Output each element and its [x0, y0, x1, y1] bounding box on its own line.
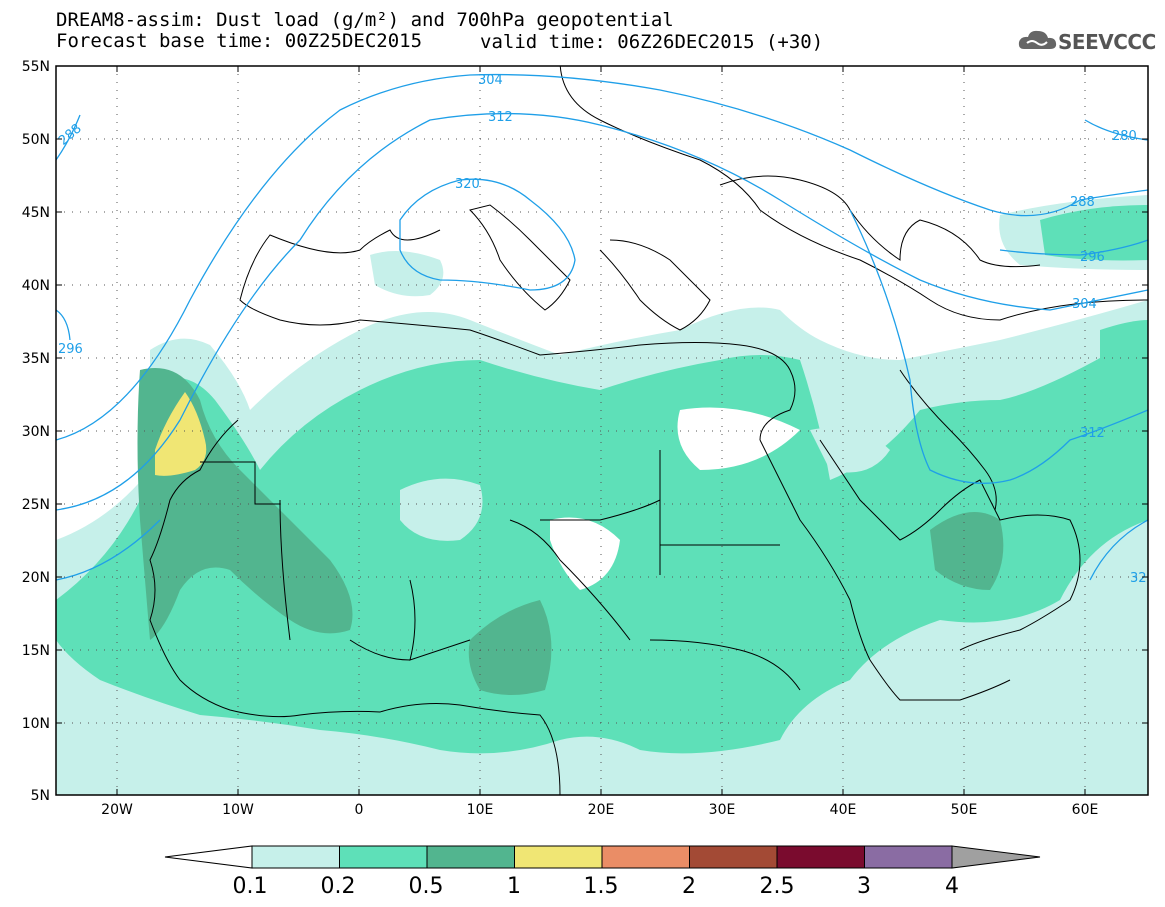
map-plot-area: 288 304 312 320 280 288 296 304 312 296 … [56, 66, 1148, 795]
contour-label: 304 [1072, 297, 1097, 312]
contour-296-sw [56, 309, 71, 341]
geopotential-contours [56, 73, 1148, 581]
dust-clear-patches [400, 407, 890, 590]
seevccc-logo: SEEVCCC [1018, 27, 1156, 55]
colorbar-high-arrow [951, 845, 1041, 869]
contour-inner [56, 519, 161, 581]
dust-area-dense-central [468, 600, 552, 695]
colorbar-label: 0.1 [233, 874, 268, 899]
lon-label: 10E [467, 802, 494, 818]
coastlines [149, 66, 1148, 795]
colorbar-label: 2 [682, 874, 696, 899]
lat-label: 45N [22, 205, 50, 221]
colorbar-label: 1.5 [584, 874, 619, 899]
colorbar-swatch [864, 845, 953, 869]
lon-label: 10W [222, 802, 254, 818]
lat-label: 25N [22, 497, 50, 513]
lon-label: 30E [709, 802, 736, 818]
contour-label: 312 [488, 110, 513, 125]
contour-288-west [56, 114, 81, 161]
lat-label: 35N [22, 351, 50, 367]
dust-area-medium-caspian [1040, 205, 1148, 261]
lat-label: 5N [31, 788, 50, 804]
logo-text: SEEVCCC [1058, 30, 1156, 54]
lon-label: 60E [1072, 802, 1099, 818]
longitude-labels: 20W 10W 0 10E 20E 30E 40E 50E 60E [101, 802, 1098, 818]
dust-area-medium-east [1100, 320, 1148, 420]
lon-label: 50E [951, 802, 978, 818]
contour-label: 312 [1080, 426, 1105, 441]
dust-area-high [155, 392, 207, 476]
colorbar-label: 1 [507, 874, 521, 899]
contour-296-east [999, 239, 1148, 256]
colorbar-label: 3 [857, 874, 871, 899]
contour-label: 304 [478, 73, 503, 88]
latitude-labels: 55N 50N 45N 40N 35N 30N 25N 20N 15N 10N … [22, 59, 50, 804]
colorbar-label: 4 [945, 874, 959, 899]
contour-296-west [56, 73, 1148, 441]
colorbar-swatch [776, 845, 865, 869]
dust-area-dense-arabia [930, 512, 1004, 590]
map-title: DREAM8-assim: Dust load (g/m²) and 700hP… [56, 9, 674, 31]
contour-label: 296 [58, 342, 83, 357]
tick-marks [56, 65, 1148, 796]
colorbar-label: 0.5 [409, 874, 444, 899]
colorbar-swatch [339, 845, 428, 869]
contour-label: 288 [1070, 195, 1095, 210]
colorbar-label: 2.5 [760, 874, 795, 899]
lon-label: 20W [101, 802, 133, 818]
contour-mid [56, 112, 1148, 511]
contour-label: 320 [455, 177, 480, 192]
contour-label: 296 [1080, 250, 1105, 265]
lon-label: 40E [830, 802, 857, 818]
contour-312-east [849, 209, 1148, 484]
contour-280 [1084, 119, 1148, 141]
lon-label: 20E [588, 802, 615, 818]
contour-label: 280 [1112, 129, 1137, 144]
colorbar-swatch [514, 845, 603, 869]
colorbar-swatch [601, 845, 690, 869]
lat-label: 20N [22, 570, 50, 586]
lat-label: 55N [22, 59, 50, 75]
contour-label: 32 [1130, 571, 1147, 586]
lon-label: 0 [355, 802, 364, 818]
lat-label: 40N [22, 278, 50, 294]
colorbar-swatch [426, 845, 515, 869]
contour-320 [399, 178, 576, 291]
lat-label: 15N [22, 643, 50, 659]
lat-label: 30N [22, 424, 50, 440]
colorbar-swatch [689, 845, 778, 869]
lat-label: 50N [22, 132, 50, 148]
forecast-base-time: Forecast base time: 00Z25DEC2015 [56, 30, 423, 52]
colorbar-label: 0.2 [321, 874, 356, 899]
contour-32 [1089, 519, 1148, 581]
colorbar: 0.1 0.2 0.5 1 1.5 2 2.5 3 4 [164, 845, 1041, 899]
colorbar-low-arrow [164, 845, 253, 869]
cloud-icon [1018, 30, 1057, 49]
colorbar-swatch [251, 845, 340, 869]
lat-label: 10N [22, 716, 50, 732]
valid-time: valid time: 06Z26DEC2015 (+30) [480, 31, 824, 53]
